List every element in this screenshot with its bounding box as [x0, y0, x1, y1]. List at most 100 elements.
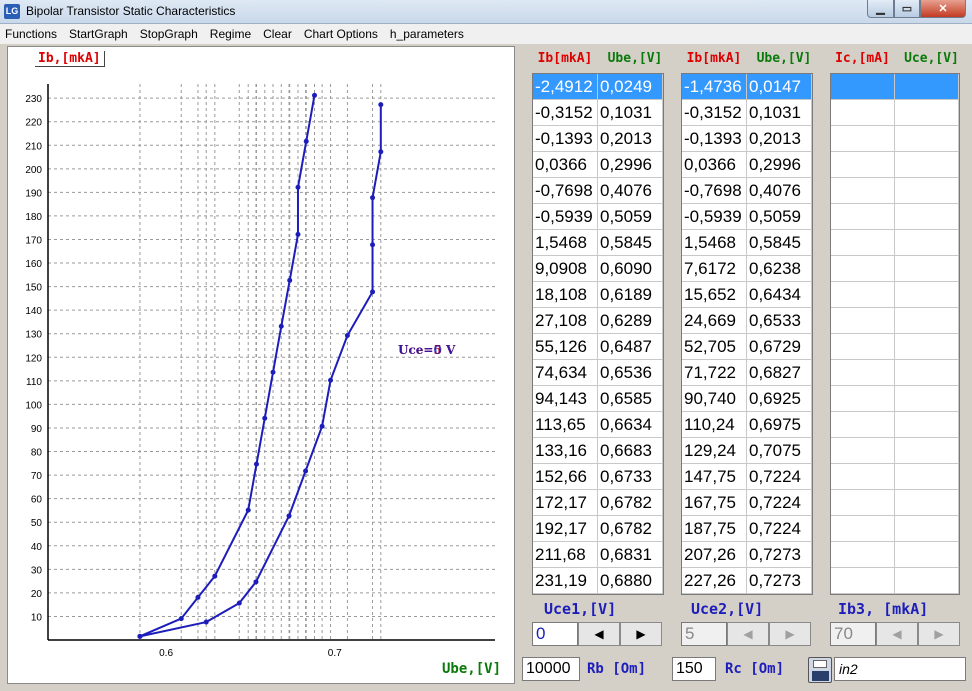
- table3-cell[interactable]: [831, 334, 895, 359]
- table1-row[interactable]: 27,108 0,6289: [533, 308, 663, 334]
- table2-row[interactable]: 90,740 0,6925: [682, 386, 812, 412]
- table3-cell[interactable]: [831, 126, 895, 151]
- table3-cell[interactable]: [831, 386, 895, 411]
- table3-cell[interactable]: [895, 490, 959, 515]
- table2-cell[interactable]: 1,5468: [682, 230, 747, 255]
- table2-cell[interactable]: 71,722: [682, 360, 747, 385]
- table3-row[interactable]: [831, 412, 959, 438]
- table3-row[interactable]: [831, 464, 959, 490]
- table2-cell[interactable]: 0,2013: [747, 126, 812, 151]
- table2-row[interactable]: 227,26 0,7273: [682, 568, 812, 594]
- table2-cell[interactable]: 227,26: [682, 568, 747, 593]
- table3-cell[interactable]: [831, 178, 895, 203]
- table2-cell[interactable]: 15,652: [682, 282, 747, 307]
- table3-row[interactable]: [831, 386, 959, 412]
- table1-row[interactable]: 94,143 0,6585: [533, 386, 663, 412]
- table1-cell[interactable]: 113,65: [533, 412, 598, 437]
- table1-cell[interactable]: 9,0908: [533, 256, 598, 281]
- table3-cell[interactable]: [895, 282, 959, 307]
- table1-cell[interactable]: 0,6782: [598, 490, 663, 515]
- table1-row[interactable]: 192,17 0,6782: [533, 516, 663, 542]
- table1-cell[interactable]: 0,5845: [598, 230, 663, 255]
- table1-row[interactable]: -2,4912 0,0249: [533, 74, 663, 100]
- table2-row[interactable]: 1,5468 0,5845: [682, 230, 812, 256]
- menu-clear[interactable]: Clear: [263, 27, 292, 41]
- table2-cell[interactable]: 167,75: [682, 490, 747, 515]
- table2-cell[interactable]: 187,75: [682, 516, 747, 541]
- table3-row[interactable]: [831, 100, 959, 126]
- table2-cell[interactable]: 52,705: [682, 334, 747, 359]
- table1-row[interactable]: 74,634 0,6536: [533, 360, 663, 386]
- uce2-input[interactable]: 5: [681, 622, 727, 646]
- table3-cell[interactable]: [831, 230, 895, 255]
- table2-row[interactable]: 24,669 0,6533: [682, 308, 812, 334]
- table3-cell[interactable]: [895, 126, 959, 151]
- table1-cell[interactable]: 18,108: [533, 282, 598, 307]
- table1-cell[interactable]: 74,634: [533, 360, 598, 385]
- minimize-button[interactable]: ▁: [867, 0, 894, 18]
- table2-cell[interactable]: 0,7075: [747, 438, 812, 463]
- table3-cell[interactable]: [831, 568, 895, 593]
- table3-row[interactable]: [831, 230, 959, 256]
- table2-row[interactable]: 187,75 0,7224: [682, 516, 812, 542]
- table3-row[interactable]: [831, 74, 959, 100]
- table2-cell[interactable]: 147,75: [682, 464, 747, 489]
- table3-row[interactable]: [831, 256, 959, 282]
- table3-cell[interactable]: [895, 308, 959, 333]
- table3-cell[interactable]: [895, 178, 959, 203]
- uce1-input[interactable]: 0: [532, 622, 578, 646]
- table3-cell[interactable]: [895, 74, 959, 99]
- table1-row[interactable]: 9,0908 0,6090: [533, 256, 663, 282]
- table1-cell[interactable]: -0,5939: [533, 204, 598, 229]
- rc-input[interactable]: 150: [672, 657, 716, 681]
- table2-row[interactable]: 7,6172 0,6238: [682, 256, 812, 282]
- table2-cell[interactable]: -1,4736: [682, 74, 747, 99]
- table2-cell[interactable]: -0,5939: [682, 204, 747, 229]
- table2-cell[interactable]: 110,24: [682, 412, 747, 437]
- table1-cell[interactable]: 192,17: [533, 516, 598, 541]
- table1-cell[interactable]: 0,6683: [598, 438, 663, 463]
- table1-row[interactable]: 211,68 0,6831: [533, 542, 663, 568]
- table2-cell[interactable]: 0,6827: [747, 360, 812, 385]
- table3-cell[interactable]: [831, 282, 895, 307]
- table2-cell[interactable]: 0,7224: [747, 516, 812, 541]
- table3-cell[interactable]: [895, 386, 959, 411]
- table2-row[interactable]: 71,722 0,6827: [682, 360, 812, 386]
- table3-row[interactable]: [831, 126, 959, 152]
- table3-cell[interactable]: [831, 360, 895, 385]
- uce2-decrease-button[interactable]: ◀: [727, 622, 769, 646]
- menu-stop-graph[interactable]: StopGraph: [139, 27, 198, 41]
- table1-cell[interactable]: 1,5468: [533, 230, 598, 255]
- table2-cell[interactable]: 0,4076: [747, 178, 812, 203]
- table1-cell[interactable]: 152,66: [533, 464, 598, 489]
- table1-cell[interactable]: 231,19: [533, 568, 598, 593]
- table2-cell[interactable]: 0,0366: [682, 152, 747, 177]
- table2-row[interactable]: 167,75 0,7224: [682, 490, 812, 516]
- table3-cell[interactable]: [895, 204, 959, 229]
- table2-row[interactable]: -0,3152 0,1031: [682, 100, 812, 126]
- close-button[interactable]: ✕: [920, 0, 966, 18]
- table3-row[interactable]: [831, 516, 959, 542]
- table1-cell[interactable]: -2,4912: [533, 74, 598, 99]
- table2-cell[interactable]: -0,7698: [682, 178, 747, 203]
- table1-cell[interactable]: 94,143: [533, 386, 598, 411]
- file-name-input[interactable]: in2: [834, 657, 966, 681]
- table3-cell[interactable]: [831, 490, 895, 515]
- table2-cell[interactable]: 7,6172: [682, 256, 747, 281]
- table2-cell[interactable]: 0,6434: [747, 282, 812, 307]
- table1-cell[interactable]: 0,6536: [598, 360, 663, 385]
- table3-cell[interactable]: [831, 256, 895, 281]
- table3-cell[interactable]: [895, 412, 959, 437]
- table2-cell[interactable]: 24,669: [682, 308, 747, 333]
- table2-row[interactable]: 52,705 0,6729: [682, 334, 812, 360]
- table1-row[interactable]: 18,108 0,6189: [533, 282, 663, 308]
- table2-cell[interactable]: -0,1393: [682, 126, 747, 151]
- table1-cell[interactable]: 0,2013: [598, 126, 663, 151]
- table1-cell[interactable]: -0,1393: [533, 126, 598, 151]
- table2-cell[interactable]: 0,6238: [747, 256, 812, 281]
- maximize-button[interactable]: ▭: [894, 0, 920, 18]
- table1-row[interactable]: 1,5468 0,5845: [533, 230, 663, 256]
- ib3-decrease-button[interactable]: ◀: [876, 622, 918, 646]
- table3-cell[interactable]: [895, 334, 959, 359]
- table2-cell[interactable]: 0,5845: [747, 230, 812, 255]
